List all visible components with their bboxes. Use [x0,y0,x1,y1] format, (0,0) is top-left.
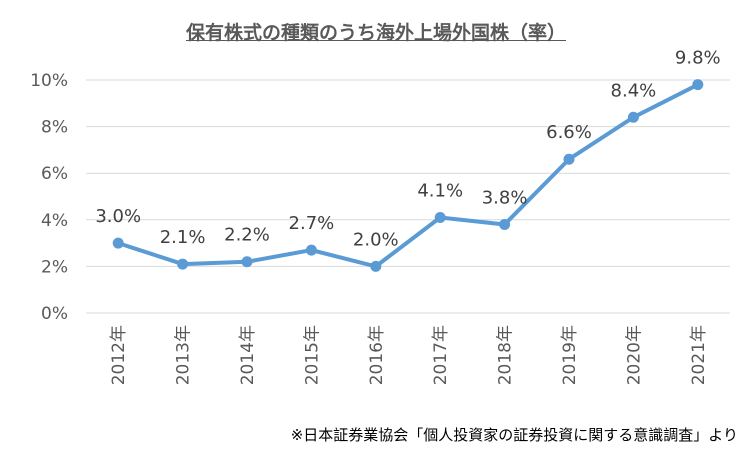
y-tick-label: 2% [41,257,68,277]
data-label: 2.2% [224,225,270,246]
data-label: 3.0% [95,206,141,227]
data-point [563,153,575,165]
y-tick-label: 10% [30,71,68,91]
data-label: 6.6% [546,122,592,143]
data-point [370,260,382,272]
x-tick-label: 2014年 [238,325,258,385]
data-label: 9.8% [675,48,721,69]
x-tick-label: 2017年 [431,325,451,385]
data-label: 2.1% [160,227,206,248]
x-tick-label: 2021年 [689,325,709,385]
source-note: ※日本証券業協会「個人投資家の証券投資に関する意識調査」より [290,426,738,444]
data-label: 2.0% [353,229,399,250]
y-tick-label: 0% [41,304,68,324]
data-point [627,111,639,123]
x-tick-label: 2016年 [367,325,387,385]
y-tick-label: 6% [41,164,68,184]
data-label: 8.4% [611,80,657,101]
x-tick-label: 2020年 [624,325,644,385]
series-line [116,82,700,269]
data-label: 3.8% [482,187,528,208]
x-tick-label: 2018年 [496,325,516,385]
x-tick-label: 2015年 [302,325,322,385]
x-tick-label: 2012年 [109,325,129,385]
data-label: 2.7% [289,213,335,234]
y-tick-label: 4% [41,211,68,231]
data-point [305,244,317,256]
data-point [499,218,511,230]
data-point [177,258,189,270]
data-point [241,256,253,268]
data-label: 4.1% [417,180,463,201]
x-tick-label: 2019年 [560,325,580,385]
data-point [692,79,704,91]
data-point [112,237,124,249]
chart-title: 保有株式の種類のうち海外上場外国株（率） [185,22,566,44]
x-tick-label: 2013年 [174,325,194,385]
data-point [434,211,446,223]
y-tick-label: 8% [41,118,68,138]
